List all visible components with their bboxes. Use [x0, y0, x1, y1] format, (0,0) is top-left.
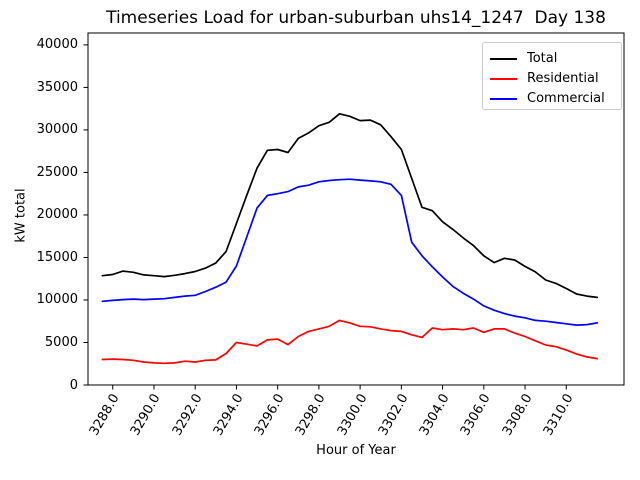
y-tick-label: 30000	[36, 122, 78, 138]
series-line-commercial	[101, 178, 599, 326]
y-tick-label: 40000	[36, 37, 78, 53]
y-tick-label: 35000	[36, 79, 78, 95]
y-tick-label: 0	[69, 377, 78, 393]
y-axis-label: kW total	[13, 188, 29, 243]
y-tick-label: 20000	[36, 207, 78, 223]
y-tick-label: 5000	[44, 334, 78, 350]
y-tick-label: 15000	[36, 249, 78, 265]
legend-line-total	[490, 58, 517, 60]
legend-label-total: Total	[527, 51, 558, 66]
legend-item-commercial: Commercial	[483, 89, 621, 109]
legend: Total Residential Commercial	[482, 42, 622, 110]
legend-line-commercial	[490, 98, 517, 100]
legend-label-commercial: Commercial	[527, 91, 605, 106]
series-line-total	[101, 112, 599, 299]
y-tick-label: 25000	[36, 164, 78, 180]
y-tick-label: 10000	[36, 292, 78, 308]
axes-frame	[87, 32, 625, 386]
legend-item-residential: Residential	[483, 69, 621, 89]
legend-label-residential: Residential	[527, 71, 599, 86]
chart-title: Timeseries Load for urban-suburban uhs14…	[106, 8, 606, 28]
legend-item-total: Total	[483, 49, 621, 69]
legend-line-residential	[490, 78, 517, 80]
series-line-residential	[101, 319, 599, 365]
x-axis-label: Hour of Year	[316, 443, 396, 458]
